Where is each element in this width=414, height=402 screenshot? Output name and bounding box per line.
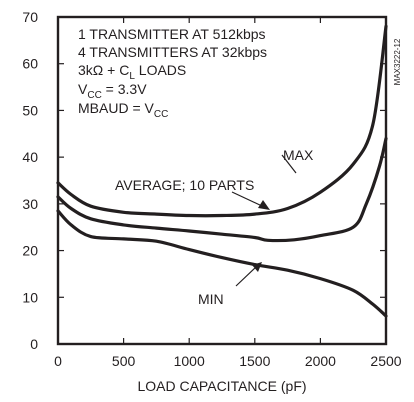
x-tick-label: 1500 xyxy=(239,353,270,369)
x-axis-title: LOAD CAPACITANCE (pF) xyxy=(137,378,306,394)
plot-frame xyxy=(56,15,388,346)
min-curve xyxy=(56,209,388,318)
conditions-block: 1 TRANSMITTER AT 512kbps 4 TRANSMITTERS … xyxy=(78,26,267,120)
min-label: MIN xyxy=(198,291,224,307)
average-label-group: AVERAGE; 10 PARTS xyxy=(115,177,270,210)
y-tick-label: 70 xyxy=(22,9,38,25)
average-curve xyxy=(56,136,388,243)
min-leader-line xyxy=(235,266,257,287)
condition-vcc: VCC = 3.3V xyxy=(78,81,147,101)
x-tick-label: 1000 xyxy=(174,353,205,369)
y-tick-label: 40 xyxy=(22,149,38,165)
min-leader-arrow xyxy=(252,262,262,272)
y-tick-label: 20 xyxy=(22,243,38,259)
average-label: AVERAGE; 10 PARTS xyxy=(115,177,254,193)
y-tick-label: 30 xyxy=(22,196,38,212)
figure-id: MAX3222-12 xyxy=(393,38,402,85)
x-tick-label: 0 xyxy=(54,353,62,369)
y-tick-label: 60 xyxy=(22,56,38,72)
condition-loads: 3kΩ + CL LOADS xyxy=(78,62,186,82)
x-tick-label: 500 xyxy=(112,353,136,369)
max-label-group: MAX xyxy=(281,147,314,174)
average-leader-arrow xyxy=(258,200,270,210)
max-curve xyxy=(56,24,388,218)
curves xyxy=(56,24,388,318)
condition-transmitter-512: 1 TRANSMITTER AT 512kbps xyxy=(78,26,266,42)
y-tick-label: 10 xyxy=(22,289,38,305)
condition-mbaud: MBAUD = VCC xyxy=(78,100,168,120)
x-axis-ticks: 0 500 1000 1500 2000 2500 xyxy=(54,17,402,369)
min-label-group: MIN xyxy=(198,262,262,307)
y-tick-label: 0 xyxy=(30,336,38,352)
average-leader-line xyxy=(231,191,263,207)
max-leader-line xyxy=(281,154,297,174)
y-tick-label: 50 xyxy=(22,102,38,118)
x-tick-label: 2500 xyxy=(370,353,401,369)
x-tick-label: 2000 xyxy=(305,353,336,369)
max-label: MAX xyxy=(283,147,314,163)
condition-transmitters-32: 4 TRANSMITTERS AT 32kbps xyxy=(78,44,267,60)
